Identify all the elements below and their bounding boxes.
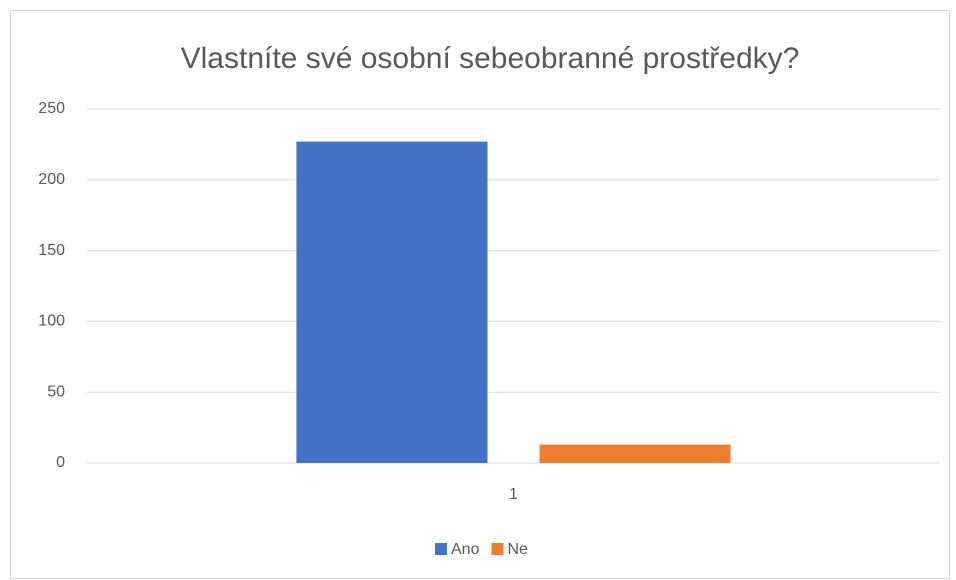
y-tick-label: 200: [38, 171, 65, 188]
y-tick-label: 150: [38, 242, 65, 259]
bar: [296, 141, 488, 463]
x-tick-label: 1: [509, 486, 518, 503]
bar: [539, 444, 731, 463]
y-tick-label: 250: [38, 100, 65, 117]
legend-label: Ne: [507, 541, 528, 558]
legend-label: Ano: [451, 541, 480, 558]
y-tick-label: 100: [38, 313, 65, 330]
legend-swatch: [491, 543, 504, 555]
chart-title: Vlastníte své osobní sebeobranné prostře…: [181, 42, 800, 75]
y-tick-label: 0: [56, 454, 65, 471]
y-tick-label: 50: [47, 383, 65, 400]
legend-swatch: [435, 543, 447, 555]
